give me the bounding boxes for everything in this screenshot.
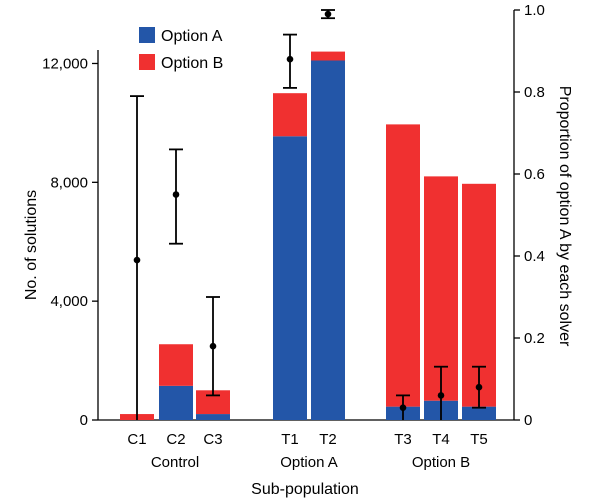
- x-tick-label: T4: [432, 431, 450, 448]
- y2-tick-label: 0.8: [524, 84, 545, 101]
- x-group-label: Option A: [280, 454, 338, 471]
- x-tick-label: C3: [203, 431, 222, 448]
- x-group-label: Option B: [412, 454, 470, 471]
- proportion-point-t4: [437, 392, 445, 399]
- bar-c2-option-b: [159, 344, 193, 386]
- x-tick-label: C2: [166, 431, 185, 448]
- x-tick-label: T2: [319, 431, 337, 448]
- error-bars-layer: [130, 9, 486, 420]
- proportion-point-t5: [475, 383, 483, 391]
- bar-t2-option-b: [311, 51, 345, 61]
- y-tick-label: 8,000: [50, 174, 88, 191]
- proportion-point-t1: [286, 55, 294, 63]
- bar-c2-option-a: [159, 385, 193, 420]
- bar-c3-option-a: [196, 414, 230, 420]
- proportion-point-c3: [209, 342, 217, 350]
- legend-swatch-option-a: [139, 27, 155, 43]
- y2-tick-label: 0.2: [524, 330, 545, 347]
- legend-label-option-b: Option B: [161, 55, 223, 72]
- y2-tick-label: 0: [524, 412, 532, 429]
- proportion-point-c1: [133, 256, 141, 264]
- y2-axis-title: Proportion of option A by each solver: [556, 86, 573, 347]
- proportion-point-t3: [399, 404, 407, 412]
- x-tick-label: T3: [394, 431, 412, 448]
- proportion-point-t2: [324, 10, 332, 18]
- legend-label-option-a: Option A: [161, 28, 223, 45]
- x-axis-title: Sub-population: [251, 481, 359, 498]
- x-tick-label: T1: [281, 431, 299, 448]
- bar-t1-option-b: [273, 93, 307, 137]
- y-tick-label: 4,000: [50, 293, 88, 310]
- x-tick-label: C1: [127, 431, 146, 448]
- y-tick-label: 12,000: [42, 55, 88, 72]
- legend-swatch-option-b: [139, 54, 155, 70]
- y2-tick-label: 1.0: [524, 2, 545, 19]
- legend: Option A Option B: [139, 27, 223, 72]
- x-tick-label: T5: [470, 431, 488, 448]
- x-group-label: Control: [151, 454, 199, 471]
- y2-tick-label: 0.6: [524, 166, 545, 183]
- bar-t1-option-a: [273, 136, 307, 420]
- bars-layer: C1 C2 C3 T1 T2 T3 T4 T5 Control Option A Option B: [120, 51, 496, 471]
- y-axis-title: No. of solutions: [23, 190, 40, 300]
- y2-tick-label: 0.4: [524, 248, 545, 265]
- bar-t5-option-a: [462, 406, 496, 420]
- bar-t2-option-a: [311, 60, 345, 420]
- bar-t3-option-b: [386, 124, 420, 407]
- labels-layer: Sub-population No. of solutions Proporti…: [23, 86, 573, 498]
- bar-t4-option-b: [424, 176, 458, 401]
- proportion-point-c2: [172, 191, 180, 198]
- y-tick-label: 0: [80, 412, 88, 429]
- bar-c3-option-b: [196, 390, 230, 415]
